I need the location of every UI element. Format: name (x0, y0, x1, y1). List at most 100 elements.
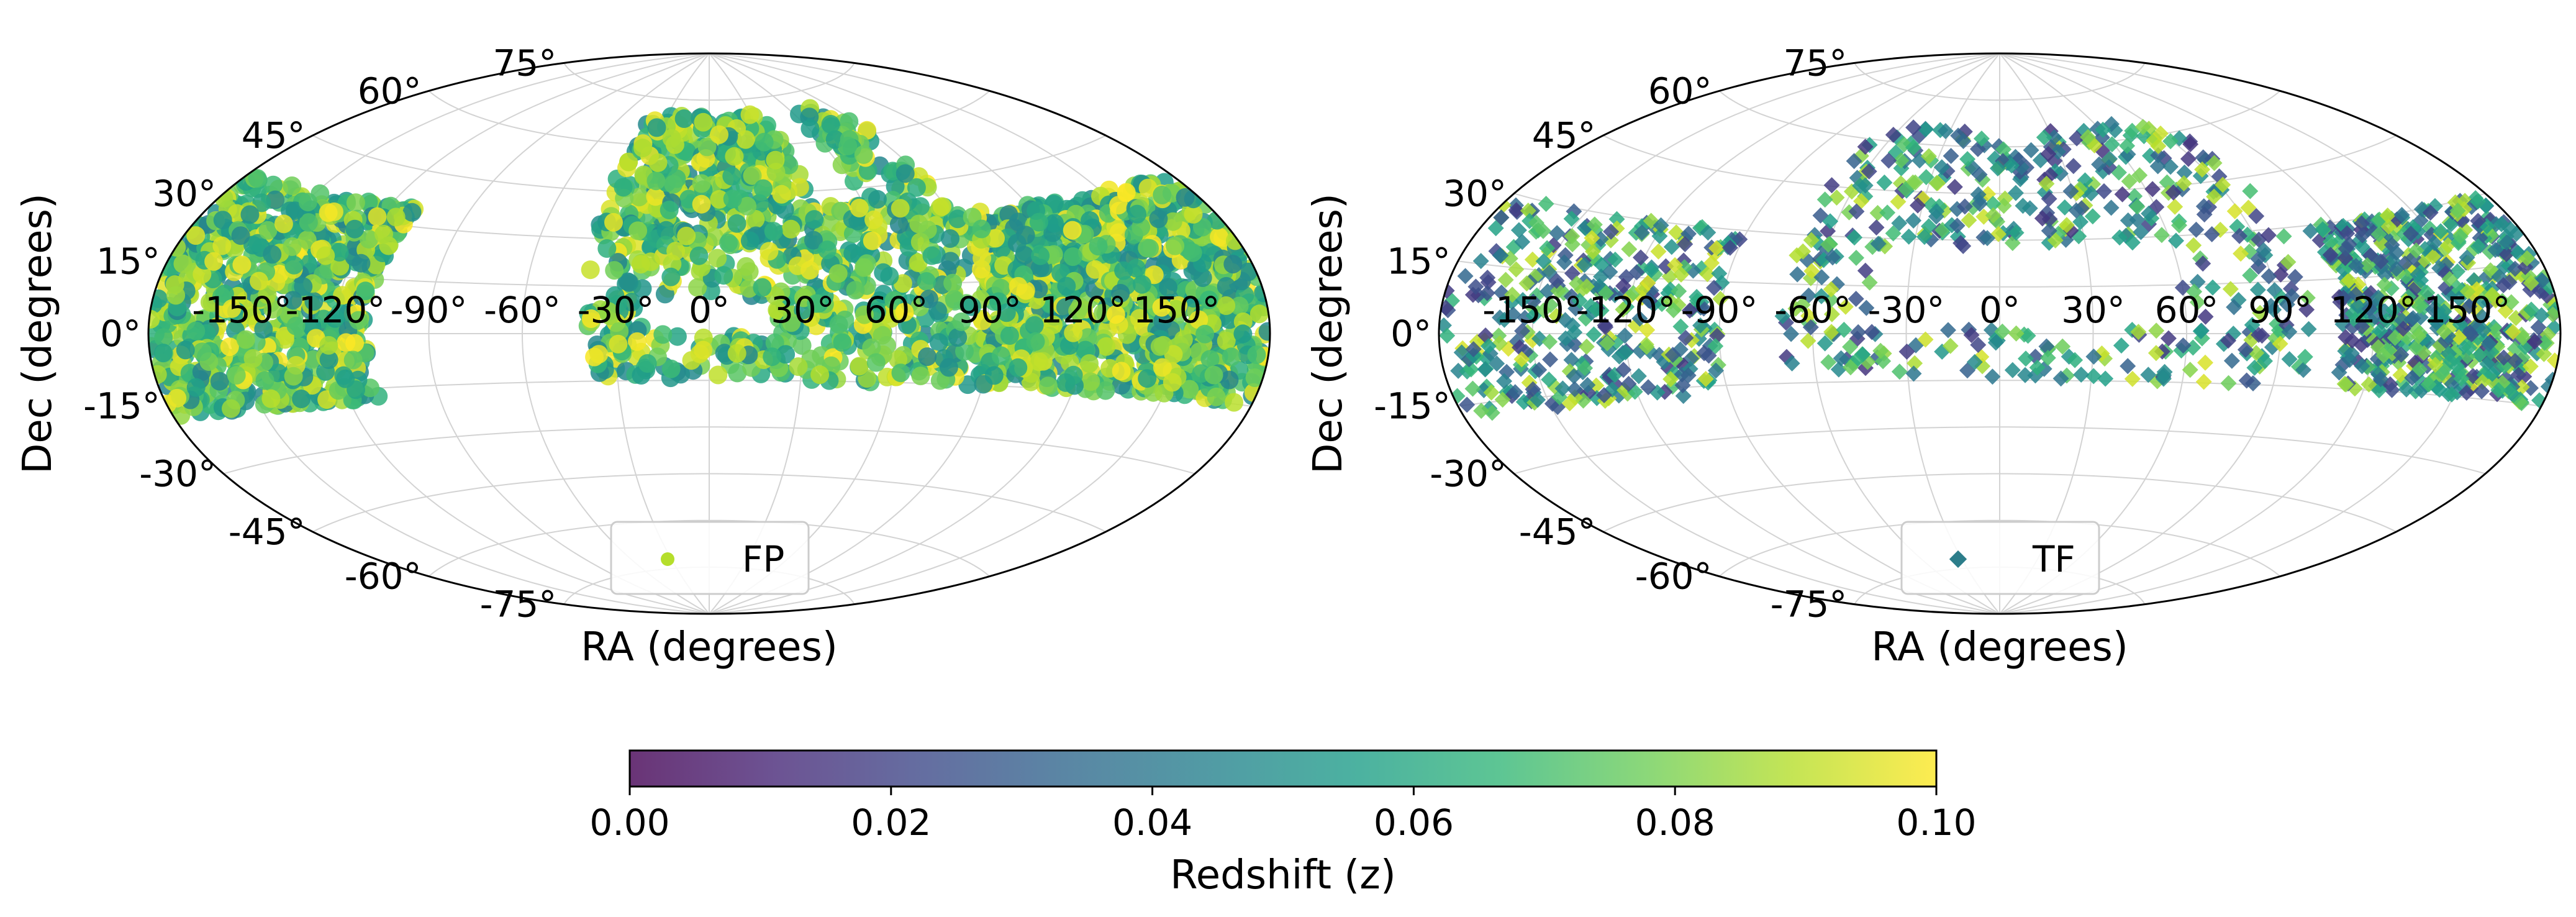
fp-data-point (763, 347, 782, 367)
fp-data-point (349, 311, 368, 330)
fp-data-point (258, 221, 278, 240)
fp-data-point (972, 219, 991, 239)
fp-data-point (1149, 209, 1168, 229)
fp-data-point (347, 380, 366, 399)
tf-data-point (2007, 185, 2024, 201)
fp-data-point (1045, 214, 1064, 233)
fp-data-point (186, 226, 206, 245)
tf-data-point (2113, 337, 2129, 354)
fp-data-point (1138, 178, 1158, 198)
fp-data-point (148, 294, 163, 314)
fp-data-point (345, 219, 365, 239)
fp-data-point (284, 367, 303, 386)
fp-data-point (918, 220, 937, 239)
fp-data-point (633, 139, 652, 158)
tf-data-point (2085, 368, 2102, 385)
tf-data-point (2188, 221, 2205, 238)
fp-data-point (186, 321, 206, 340)
fp-data-point (873, 326, 892, 345)
fp-data-point (1222, 347, 1241, 367)
tf-data-point (1563, 352, 1580, 368)
tf-data-point (1650, 243, 1667, 260)
fp-data-point (766, 150, 785, 170)
fp-data-point (864, 210, 883, 229)
fp-data-point (932, 197, 951, 216)
fp-data-point (581, 309, 601, 328)
fp-data-point (694, 112, 713, 132)
fp-data-point (660, 201, 679, 219)
tf-data-point (2240, 199, 2257, 216)
fp-data-point (356, 281, 375, 301)
tf-dec-tick-label: 15° (1387, 240, 1451, 282)
fp-data-point (920, 290, 938, 309)
fp-data-point (955, 342, 974, 361)
tf-data-point (2018, 350, 2034, 367)
tf-dec-tick-label: 45° (1532, 114, 1596, 157)
tf-data-point (2299, 290, 2316, 306)
tf-data-point (2023, 142, 2039, 158)
tf-ra-tick-label: 60° (2155, 289, 2219, 331)
fp-ra-tick-label: 120° (1040, 289, 1127, 331)
fp-data-point (1217, 296, 1236, 315)
tf-dec-tick-label: -60° (1635, 555, 1712, 598)
fp-data-point (1080, 354, 1099, 373)
tf-data-point (2248, 208, 2265, 224)
fp-data-point (656, 221, 676, 240)
fp-data-point (821, 115, 840, 134)
fp-data-point (1247, 345, 1266, 364)
fp-data-point (1233, 324, 1253, 344)
fp-data-point (1195, 324, 1215, 344)
fp-data-point (1117, 183, 1136, 202)
tf-dec-tick-label: -15° (1374, 385, 1451, 427)
tf-data-point (1868, 219, 1885, 236)
fp-data-point (1199, 290, 1218, 309)
fp-data-point (804, 230, 823, 250)
tf-data-point (1984, 368, 2001, 385)
fp-data-point (829, 315, 848, 334)
fp-data-point (1096, 381, 1115, 400)
fp-data-point (838, 136, 858, 155)
fp-data-point (1009, 358, 1028, 377)
colorbar-tick-label: 0.10 (1896, 801, 1976, 844)
tf-data-point (2065, 158, 2082, 175)
tf-data-point (2097, 370, 2114, 387)
tf-data-point (1542, 351, 1559, 368)
tf-data-point (1621, 241, 1638, 258)
fp-data-point (922, 246, 941, 265)
fp-data-point (599, 302, 618, 321)
fp-data-point (1230, 296, 1249, 316)
fp-data-point (386, 208, 406, 227)
fp-data-point (710, 125, 728, 144)
tf-ra-tick-label: 120° (2330, 289, 2417, 331)
fp-data-point (252, 193, 271, 212)
tf-dec-tick-label: -45° (1519, 511, 1596, 553)
fp-data-point (284, 255, 304, 275)
fp-data-point (261, 389, 281, 408)
fp-data-point (628, 332, 646, 351)
fp-legend-frame (610, 521, 810, 595)
fp-data-point (646, 171, 666, 191)
fp-data-point (874, 263, 893, 282)
fp-map-boundary (147, 52, 1271, 615)
fp-data-point (772, 185, 791, 204)
tf-data-point (1663, 239, 1680, 255)
tf-data-point (1848, 291, 1864, 307)
fp-data-point (664, 175, 683, 194)
fp-data-point (862, 338, 881, 357)
fp-data-point (337, 333, 356, 352)
fp-data-point (782, 313, 801, 332)
tf-data-point (2220, 375, 2237, 391)
fp-data-point (1000, 326, 1019, 345)
fp-data-point (193, 265, 212, 284)
fp-data-point (889, 215, 909, 234)
fp-dec-tick-label: 30° (152, 173, 216, 215)
fp-data-point (1009, 276, 1028, 296)
fp-data-point (243, 306, 261, 326)
fp-data-point (963, 297, 981, 316)
fp-data-point (1112, 362, 1131, 381)
fp-data-point (213, 211, 232, 230)
fp-data-point (709, 365, 728, 385)
fp-data-point (688, 278, 707, 297)
fp-data-point (648, 153, 668, 172)
